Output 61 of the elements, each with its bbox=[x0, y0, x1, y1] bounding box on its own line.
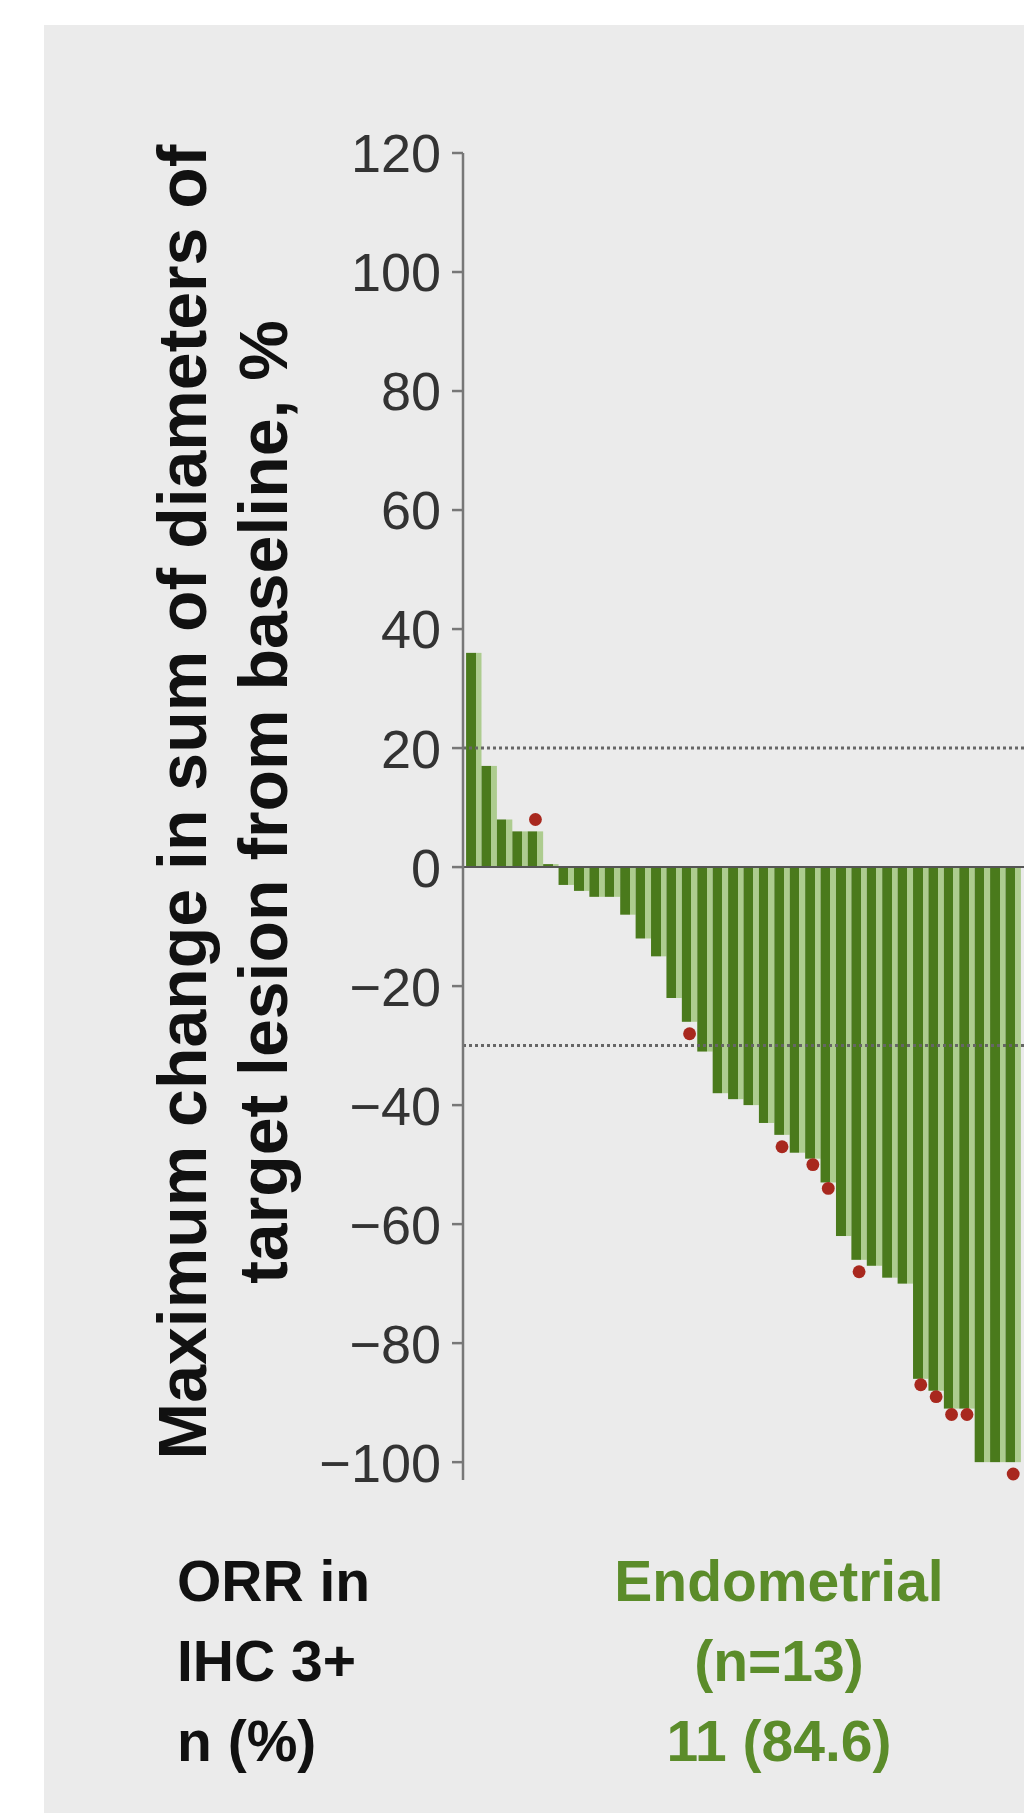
point bbox=[775, 1140, 789, 1154]
bar bbox=[774, 867, 790, 1135]
y-tick-label: −60 bbox=[349, 1194, 441, 1255]
point bbox=[529, 813, 542, 826]
bar bbox=[1005, 867, 1021, 1463]
bar bbox=[851, 867, 867, 1260]
bar bbox=[573, 867, 590, 891]
bar bbox=[481, 765, 497, 868]
bar bbox=[604, 867, 621, 897]
y-tick-label: 0 bbox=[410, 837, 441, 898]
point bbox=[914, 1378, 928, 1392]
text: ORR in IHC 3+ n (%) bbox=[177, 1549, 371, 1773]
bar bbox=[805, 867, 821, 1159]
text: Endometrial (n=13) 11 (84.6) bbox=[614, 1549, 944, 1773]
y-tick-label: −100 bbox=[319, 1432, 441, 1493]
point bbox=[852, 1265, 866, 1279]
bar bbox=[789, 867, 806, 1153]
bar bbox=[728, 867, 744, 1100]
bar bbox=[558, 867, 574, 885]
bar bbox=[743, 867, 759, 1106]
point bbox=[821, 1182, 835, 1195]
bar bbox=[758, 867, 775, 1123]
bar bbox=[666, 867, 682, 998]
y-tick-label: −80 bbox=[349, 1313, 441, 1374]
bar bbox=[928, 867, 944, 1391]
bar bbox=[897, 867, 914, 1284]
y-tick-label: 80 bbox=[380, 361, 441, 422]
y-tick-label: 100 bbox=[350, 242, 441, 303]
y-tick-label: 60 bbox=[380, 480, 441, 541]
bar bbox=[697, 867, 713, 1052]
y-axis-title: Maximum change in sum of diameters of target lesion from baseline, % bbox=[144, 144, 301, 1460]
bar bbox=[466, 652, 482, 868]
bar bbox=[974, 867, 991, 1463]
bar bbox=[943, 867, 960, 1409]
point bbox=[929, 1390, 943, 1404]
bar bbox=[866, 867, 883, 1266]
y-tick-label: 40 bbox=[380, 599, 441, 660]
y-tick-label: 120 bbox=[350, 123, 441, 184]
bar bbox=[527, 831, 544, 868]
bar bbox=[681, 867, 698, 1022]
bar bbox=[589, 867, 605, 897]
bar bbox=[990, 867, 1006, 1463]
bar bbox=[496, 819, 513, 868]
bar bbox=[835, 867, 852, 1237]
bar bbox=[512, 831, 528, 868]
point bbox=[945, 1408, 958, 1421]
bar bbox=[882, 867, 898, 1278]
y-tick-label: −20 bbox=[349, 956, 441, 1017]
point bbox=[683, 1027, 696, 1041]
bar bbox=[913, 867, 929, 1379]
bar bbox=[959, 867, 975, 1409]
bar bbox=[820, 867, 836, 1183]
bar bbox=[635, 867, 652, 939]
bar bbox=[620, 867, 636, 915]
y-tick-label: −40 bbox=[349, 1075, 441, 1136]
point bbox=[806, 1158, 820, 1172]
y-tick-label: 20 bbox=[380, 718, 441, 779]
bar bbox=[651, 867, 667, 957]
point bbox=[960, 1408, 974, 1421]
point bbox=[1006, 1467, 1020, 1481]
bar bbox=[712, 867, 729, 1094]
